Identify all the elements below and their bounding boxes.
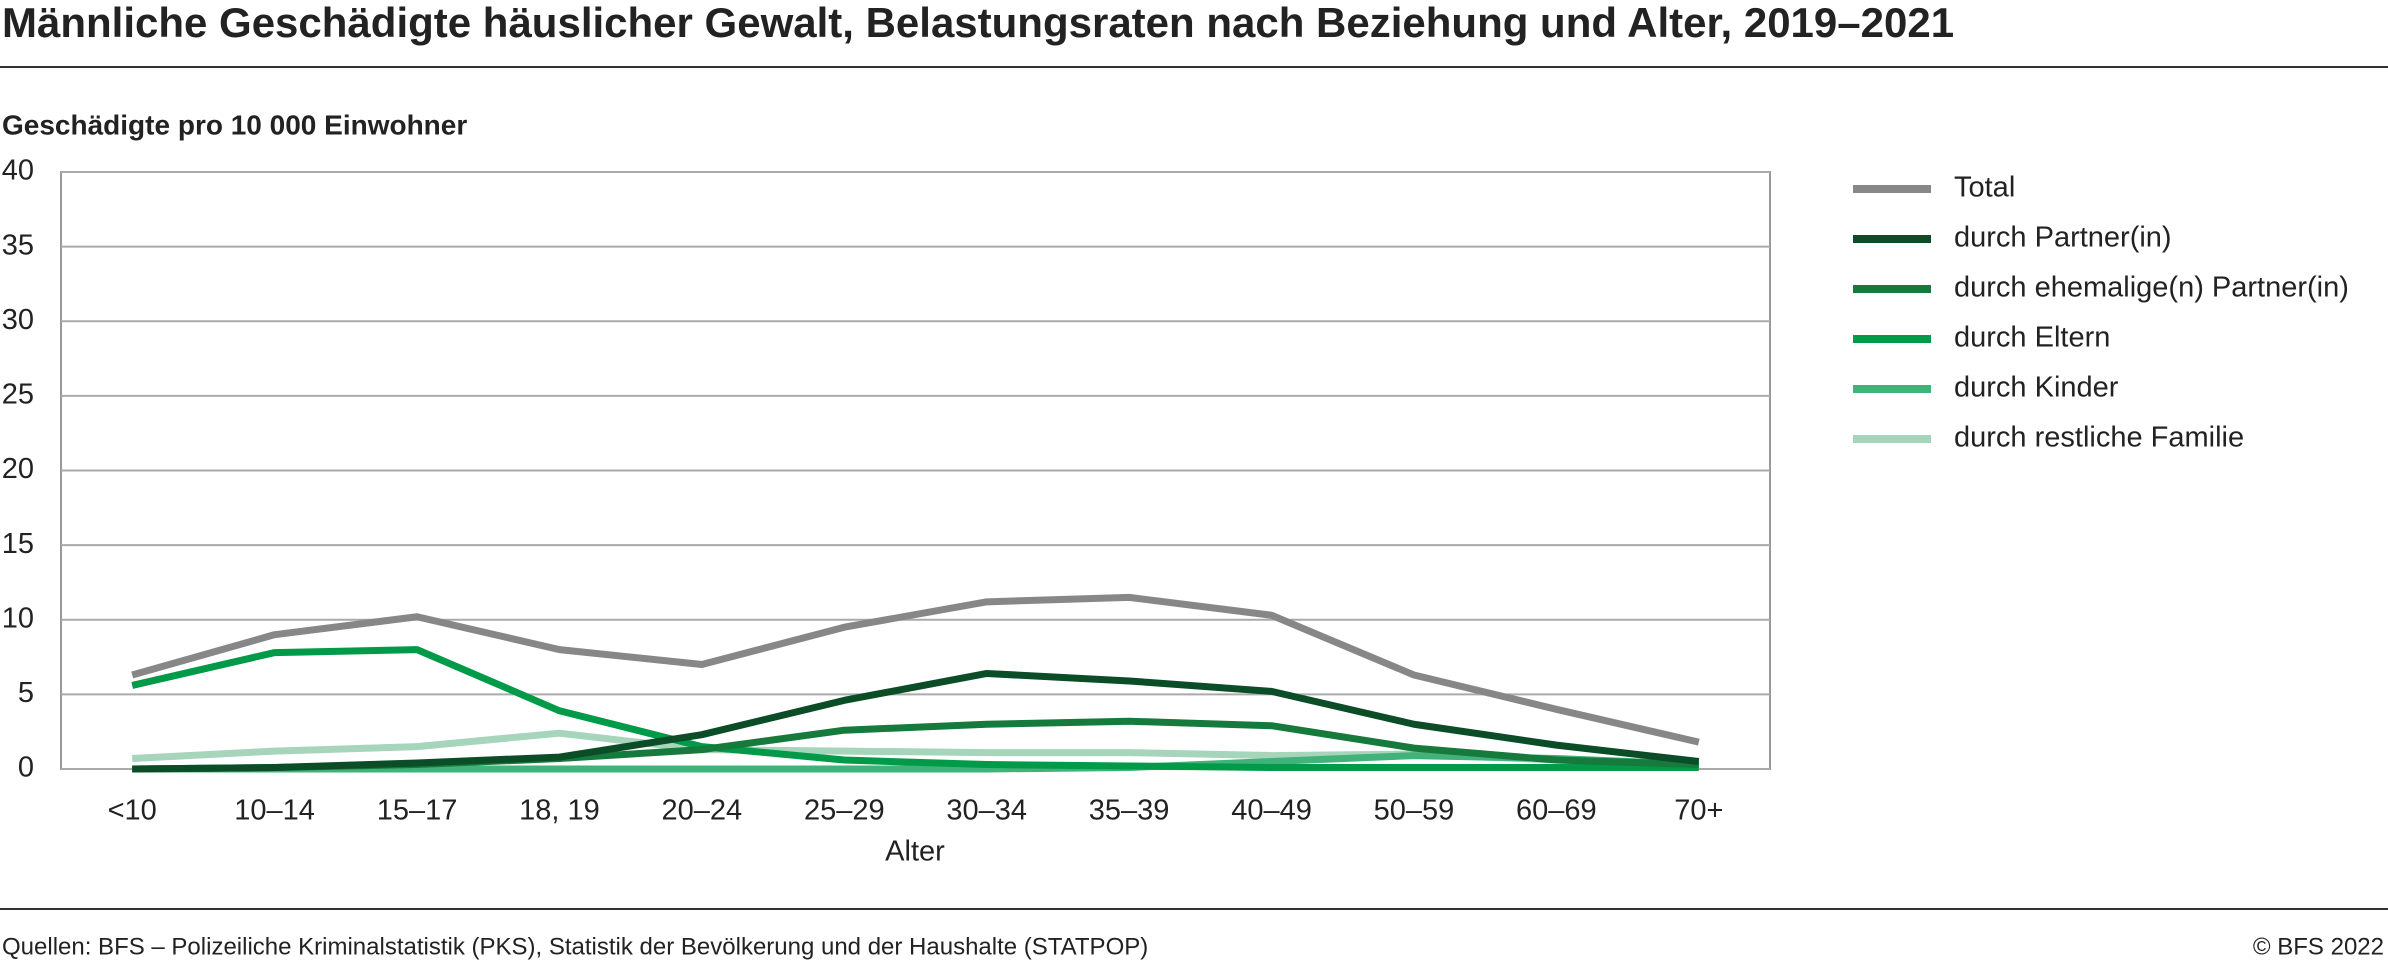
x-tick-label: 60–69 (1516, 795, 1597, 827)
x-tick-label: 30–34 (946, 795, 1027, 827)
x-tick-label: 20–24 (662, 795, 743, 827)
copyright: © BFS 2022 (2253, 933, 2384, 960)
x-tick-label: 18, 19 (519, 795, 600, 827)
x-tick-label: <10 (108, 795, 157, 827)
legend-label: durch Eltern (1954, 322, 2110, 354)
x-tick-label: 40–49 (1231, 795, 1312, 827)
y-tick-label: 0 (18, 752, 34, 784)
x-tick-label: 70+ (1674, 795, 1723, 827)
x-tick-label: 50–59 (1374, 795, 1455, 827)
y-tick-label: 30 (2, 304, 34, 336)
y-tick-label: 25 (2, 379, 34, 411)
x-tick-label: 10–14 (234, 795, 315, 827)
series-line (132, 669, 1700, 773)
source: Quellen: BFS – Polizeiliche Kriminalstat… (2, 933, 1148, 960)
legend-label: Total (1954, 172, 2015, 204)
series-line (131, 646, 1699, 772)
legend-label: durch Kinder (1954, 372, 2119, 404)
y-axis-title: Geschädigte pro 10 000 Einwohner (2, 109, 467, 140)
series-line (131, 593, 1700, 746)
y-tick-label: 35 (2, 229, 34, 261)
x-tick-label: 15–17 (377, 795, 458, 827)
y-tick-label: 15 (2, 528, 34, 560)
legend-label: durch Partner(in) (1954, 222, 2172, 254)
y-tick-label: 20 (2, 453, 34, 485)
x-axis-title: Alter (885, 836, 945, 868)
series-line (132, 752, 1699, 773)
y-tick-label: 5 (18, 677, 34, 709)
legend-label: durch restliche Familie (1954, 422, 2244, 454)
chart-title: Männliche Geschädigte häuslicher Gewalt,… (2, 0, 1954, 46)
x-tick-label: 35–39 (1089, 795, 1170, 827)
y-tick-label: 10 (2, 602, 34, 634)
x-tick-label: 25–29 (804, 795, 885, 827)
legend-label: durch ehemalige(n) Partner(in) (1954, 272, 2349, 304)
y-tick-label: 40 (2, 155, 34, 187)
